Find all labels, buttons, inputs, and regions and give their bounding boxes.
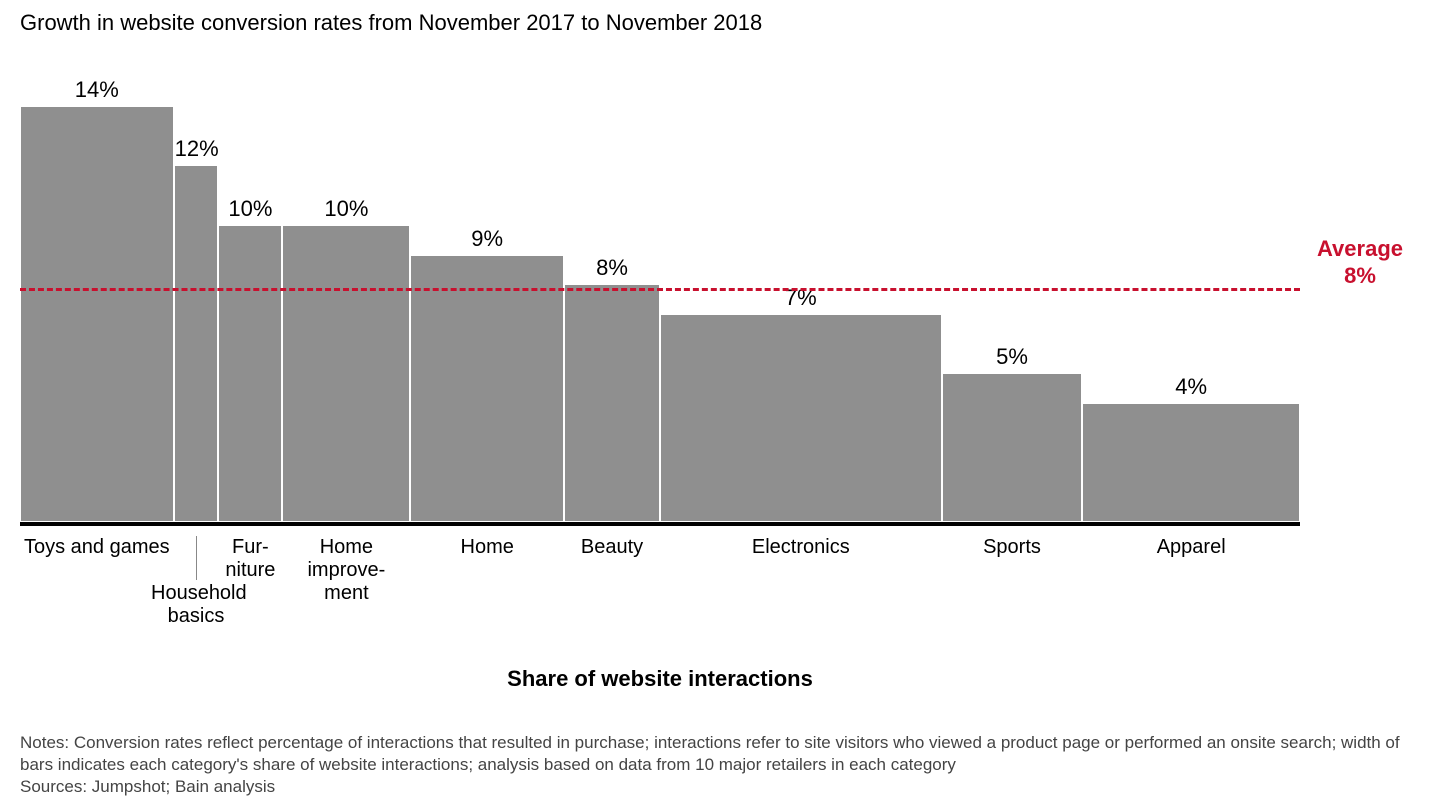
x-axis-category-label: Home — [410, 536, 564, 559]
bar-value-label: 8% — [565, 255, 659, 281]
bar-value-label: 10% — [283, 196, 409, 222]
plot-area: 14%12%10%10%9%8%7%5%4% — [20, 106, 1300, 526]
x-axis-category-label: Electronics — [660, 536, 942, 559]
average-label-text: Average — [1300, 236, 1420, 262]
bar-value-label: 10% — [219, 196, 281, 222]
bar: 9% — [410, 255, 564, 522]
bar-value-label: 5% — [943, 344, 1082, 370]
x-axis-baseline — [20, 522, 1300, 526]
chart-title: Growth in website conversion rates from … — [20, 10, 1420, 36]
average-label-value: 8% — [1300, 263, 1420, 289]
bar: 10% — [218, 225, 282, 522]
bar-value-label: 12% — [175, 136, 218, 162]
chart-notes: Notes: Conversion rates reflect percenta… — [20, 732, 1420, 798]
x-axis-category-label: Sports — [942, 536, 1083, 559]
x-axis-title: Share of website interactions — [20, 666, 1300, 692]
notes-text: Notes: Conversion rates reflect percenta… — [20, 732, 1420, 776]
bar: 4% — [1082, 403, 1300, 522]
chart-container: Growth in website conversion rates from … — [0, 0, 1440, 810]
bar: 10% — [282, 225, 410, 522]
x-axis-category-label: Toys and games — [20, 536, 174, 559]
bar: 14% — [20, 106, 174, 522]
chart-area: 14%12%10%10%9%8%7%5%4% Average 8% Toys a… — [20, 46, 1420, 606]
average-reference-line — [20, 288, 1300, 291]
bar: 8% — [564, 284, 660, 522]
bar-value-label: 14% — [21, 77, 173, 103]
x-axis-category-label: Apparel — [1082, 536, 1300, 559]
bar: 12% — [174, 165, 219, 522]
average-label: Average 8% — [1300, 236, 1420, 289]
bar-value-label: 9% — [411, 226, 563, 252]
x-axis-category-label: Home improve-ment — [282, 536, 410, 605]
sources-text: Sources: Jumpshot; Bain analysis — [20, 776, 1420, 798]
bar-value-label: 4% — [1083, 374, 1299, 400]
x-axis-category-label: Beauty — [564, 536, 660, 559]
x-axis-category-label: Household basics — [151, 582, 241, 628]
bar: 7% — [660, 314, 942, 522]
x-label-connector — [196, 536, 197, 580]
x-axis-labels: Toys and gamesHousehold basicsFur-niture… — [20, 536, 1300, 656]
bar: 5% — [942, 373, 1083, 522]
